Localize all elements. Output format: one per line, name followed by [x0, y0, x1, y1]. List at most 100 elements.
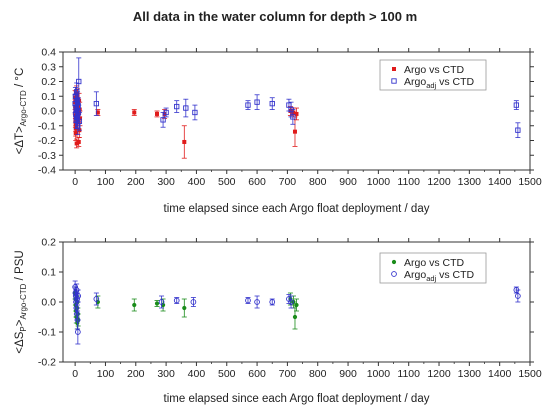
- legend-box: [379, 252, 487, 284]
- legend-label-main: Argo: [404, 269, 426, 281]
- x-tick-label: 1300: [458, 368, 482, 380]
- x-tick-label: 800: [309, 176, 327, 188]
- y-tick-label: 0.1: [41, 91, 56, 103]
- y-axis-label: <ΔT>Argo-CTD / °C: [14, 68, 28, 155]
- x-tick-label: 1200: [427, 368, 451, 380]
- legend-label-rest: vs CTD: [436, 76, 474, 88]
- data-point: [292, 314, 298, 320]
- x-tick-label: 1100: [397, 176, 420, 188]
- x-tick-label: 0: [72, 176, 78, 188]
- x-tick-label: 300: [157, 176, 175, 188]
- data-point: [513, 102, 520, 108]
- y-axis-label: <ΔSP>Argo-CTD / PSU: [14, 250, 28, 353]
- data-point: [292, 129, 297, 134]
- data-point: [162, 111, 167, 116]
- x-axis-label: time elapsed since each Argo float deplo…: [164, 393, 430, 405]
- y-axis-label-main: <ΔS: [14, 331, 26, 353]
- legend-label-main: Argo vs CTD: [404, 257, 465, 269]
- x-tick-label: 500: [218, 176, 236, 188]
- x-tick-label: 1500: [518, 368, 542, 380]
- data-point: [183, 105, 189, 111]
- x-tick-label: 200: [127, 176, 145, 188]
- x-tick-label: 800: [309, 368, 327, 380]
- data-point: [95, 110, 100, 115]
- y-tick-label: -0.2: [38, 357, 56, 369]
- data-point: [163, 109, 169, 116]
- x-tick-label: 1400: [488, 176, 512, 188]
- x-tick-label: 600: [248, 176, 266, 188]
- x-tick-label: 100: [97, 368, 115, 380]
- y-axis-label-subscript: Argo-CTD: [19, 90, 28, 126]
- y-axis-label-unit: / °C: [14, 68, 26, 91]
- data-point: [288, 299, 294, 305]
- data-point: [74, 296, 81, 302]
- data-point: [182, 139, 187, 144]
- data-point: [75, 329, 81, 335]
- legend-box: [379, 59, 487, 91]
- chart-panel-2: 0 100 200 300 400 500 600 700 800 900 1000 1100 1200…: [14, 237, 542, 406]
- data-point: [291, 110, 296, 115]
- y-tick-label: -0.3: [38, 150, 56, 162]
- legend-label: Argoadj vs CTD: [404, 76, 475, 90]
- x-tick-label: 700: [279, 176, 297, 188]
- x-axis-label: time elapsed since each Argo float deplo…: [164, 203, 430, 215]
- data-point: [294, 302, 299, 308]
- data-point: [269, 299, 276, 305]
- y-axis-label-main: <ΔT>: [14, 126, 26, 154]
- chart-panel-1: 0 100 200 300 400 500 600 700 800 900 1000 1100 1200…: [14, 47, 542, 216]
- data-point: [74, 98, 81, 104]
- y-tick-label: 0.2: [41, 76, 56, 88]
- x-tick-label: 1100: [397, 368, 420, 380]
- series-2: [72, 57, 521, 138]
- y-axis-label-unit: / PSU: [14, 250, 26, 283]
- y-tick-label: -0.1: [38, 327, 56, 339]
- y-tick-label: -0.2: [38, 135, 56, 147]
- legend-label-subscript: adj: [426, 81, 436, 90]
- x-tick-label: 0: [72, 368, 78, 380]
- x-tick-label: 900: [339, 176, 357, 188]
- data-point: [74, 141, 79, 146]
- x-tick-label: 1300: [458, 176, 482, 188]
- data-point: [290, 114, 296, 120]
- data-point: [76, 118, 83, 124]
- data-point: [154, 301, 160, 306]
- y-tick-label: -0.1: [38, 120, 56, 132]
- data-point: [174, 103, 180, 110]
- data-point: [76, 78, 82, 85]
- data-point: [391, 78, 397, 84]
- data-point: [77, 116, 82, 121]
- legend-label-main: Argo: [404, 76, 426, 88]
- y-axis-label-p: P: [19, 326, 28, 331]
- data-point: [269, 100, 275, 107]
- data-point: [254, 299, 260, 305]
- series-1: [72, 85, 299, 159]
- y-tick-label: 0.0: [41, 297, 56, 309]
- data-point: [93, 100, 100, 107]
- data-point: [75, 293, 82, 299]
- x-tick-label: 600: [248, 368, 266, 380]
- y-tick-label: 0.4: [41, 47, 56, 59]
- x-tick-label: 700: [279, 368, 297, 380]
- data-point: [158, 299, 165, 305]
- legend-label-rest: vs CTD: [436, 269, 474, 281]
- legend-label: Argo vs CTD: [404, 257, 465, 269]
- x-tick-label: 900: [339, 368, 357, 380]
- data-point: [391, 259, 397, 265]
- data-point: [93, 296, 100, 302]
- data-point: [192, 109, 198, 116]
- data-point: [245, 102, 251, 108]
- data-point: [155, 111, 160, 116]
- y-axis-label-subscript: Argo-CTD: [19, 283, 28, 319]
- data-point: [294, 111, 299, 116]
- data-point: [391, 271, 397, 277]
- x-tick-label: 1000: [367, 176, 391, 188]
- x-tick-label: 300: [157, 368, 175, 380]
- data-point: [515, 293, 521, 299]
- data-point: [76, 139, 81, 144]
- series-1: [72, 286, 299, 330]
- x-tick-label: 100: [97, 176, 115, 188]
